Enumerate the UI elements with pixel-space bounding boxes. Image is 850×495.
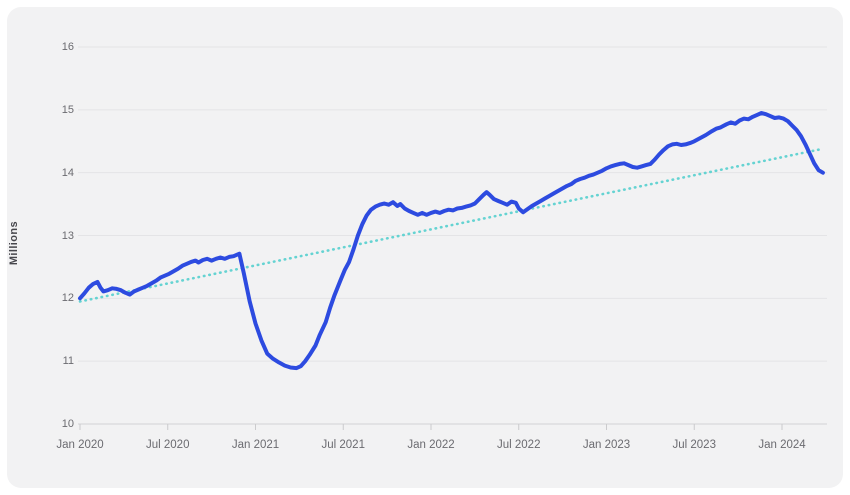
y-tick-label-14: 14 — [61, 166, 74, 179]
x-tick-label-jan-2022: Jan 2022 — [407, 439, 455, 451]
x-tick-label-jul-2021: Jul 2021 — [321, 439, 365, 451]
x-tick-label-jan-2020: Jan 2020 — [56, 439, 104, 451]
x-tick-label-jan-2023: Jan 2023 — [582, 439, 631, 451]
x-tick-label-jan-2024: Jan 2024 — [758, 439, 806, 451]
x-tick-label-jul-2023: Jul 2023 — [672, 439, 716, 451]
chart-card — [7, 7, 843, 488]
y-tick-label-10: 10 — [61, 418, 74, 430]
x-axis-baseline — [78, 423, 827, 430]
trend-line — [78, 147, 825, 303]
observed-line — [78, 111, 825, 371]
x-tick-label-jul-2020: Jul 2020 — [146, 439, 190, 451]
y-tick-label-11: 11 — [62, 355, 74, 368]
gridlines — [78, 46, 827, 362]
y-tick-label-12: 12 — [61, 292, 74, 305]
x-tick-label-jul-2022: Jul 2022 — [497, 439, 541, 451]
data-series — [78, 111, 825, 371]
y-axis-title: Millions — [8, 221, 20, 266]
y-tick-label-15: 15 — [61, 103, 74, 116]
x-tick-label-jan-2021: Jan 2021 — [231, 439, 280, 451]
y-tick-label-13: 13 — [61, 229, 74, 242]
y-tick-label-16: 16 — [61, 41, 74, 54]
